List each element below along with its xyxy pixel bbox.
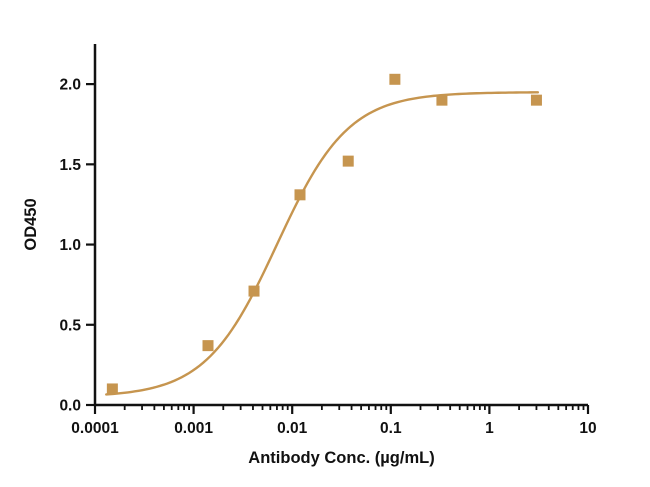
y-tick-label: 1.0 <box>59 237 81 254</box>
x-tick-label: 1 <box>485 420 494 437</box>
x-axis-title: Antibody Conc. (µg/mL) <box>248 449 434 467</box>
data-point <box>389 73 401 85</box>
fit-curve <box>105 91 540 396</box>
x-tick-label: 0.01 <box>277 420 308 437</box>
y-axis-title: OD450 <box>22 198 40 250</box>
data-point <box>248 285 260 297</box>
y-tick-label: 2.0 <box>59 77 81 94</box>
data-point <box>106 383 118 395</box>
x-tick-label: 0.0001 <box>71 420 119 437</box>
data-point <box>436 94 448 106</box>
data-point <box>342 155 354 167</box>
y-tick-label: 0.0 <box>59 398 81 415</box>
x-tick-label: 10 <box>579 420 596 437</box>
data-point <box>294 189 306 201</box>
y-tick-label: 0.5 <box>59 317 81 334</box>
data-point <box>202 340 214 352</box>
data-point <box>530 94 542 106</box>
x-tick-label: 0.1 <box>380 420 402 437</box>
y-tick-label: 1.5 <box>59 157 81 174</box>
x-tick-label: 0.001 <box>174 420 213 437</box>
